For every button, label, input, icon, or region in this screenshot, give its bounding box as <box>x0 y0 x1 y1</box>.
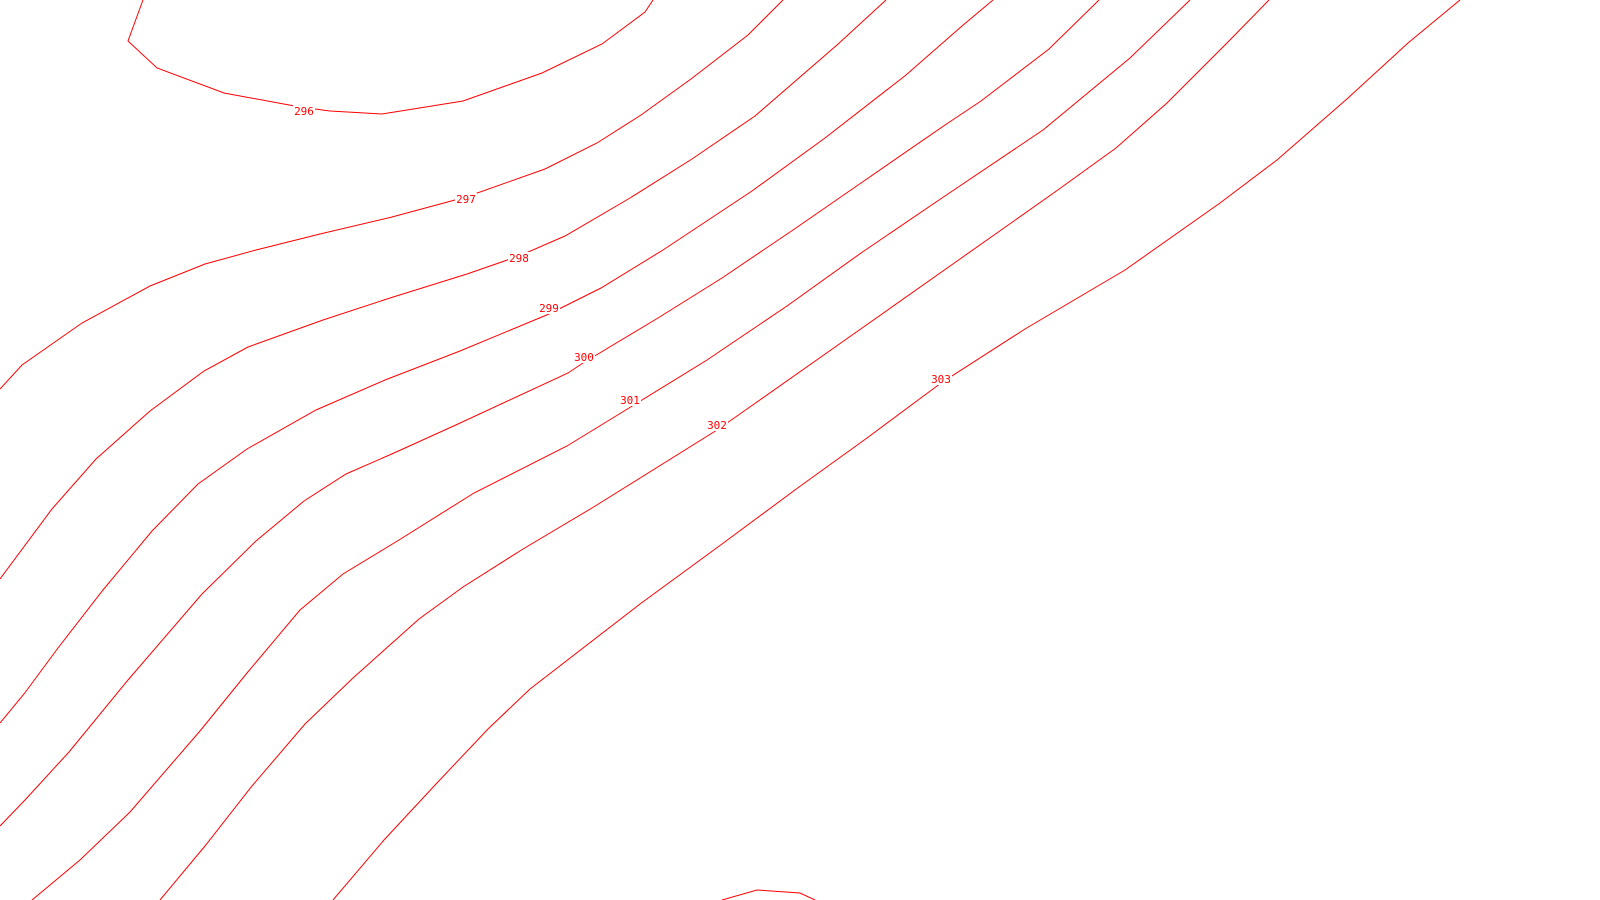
contour-line-300 <box>0 0 1100 827</box>
contour-line-301 <box>31 0 1191 900</box>
contour-label-mask-299 <box>538 302 560 314</box>
contour-line-302 <box>159 0 1270 900</box>
contour-label-mask-301 <box>619 394 641 406</box>
contour-label-296: 296 <box>294 105 314 118</box>
contour-label-mask-303 <box>930 373 952 385</box>
contour-line-298 <box>0 0 887 580</box>
contour-label-mask-302 <box>706 419 728 431</box>
contour-line-297 <box>0 0 784 390</box>
contour-label-300: 300 <box>574 351 594 364</box>
contour-line-303 <box>332 0 1461 900</box>
contour-label-297: 297 <box>456 193 476 206</box>
contour-label-mask-298 <box>508 252 530 264</box>
contour-lines <box>0 0 1461 900</box>
contour-line-unlabeled <box>721 889 816 900</box>
contour-label-mask-296 <box>293 105 315 117</box>
contour-line-299 <box>0 0 994 724</box>
contour-labels: 296 297 298 299 300 301 302 303 <box>293 105 952 432</box>
contour-label-298: 298 <box>509 252 529 265</box>
contour-label-299: 299 <box>539 302 559 315</box>
contour-label-303: 303 <box>931 373 951 386</box>
contour-label-302: 302 <box>707 419 727 432</box>
contour-label-mask-297 <box>455 193 477 205</box>
contour-line-296 <box>127 0 654 115</box>
contour-label-301: 301 <box>620 394 640 407</box>
contour-label-mask-300 <box>573 351 595 363</box>
